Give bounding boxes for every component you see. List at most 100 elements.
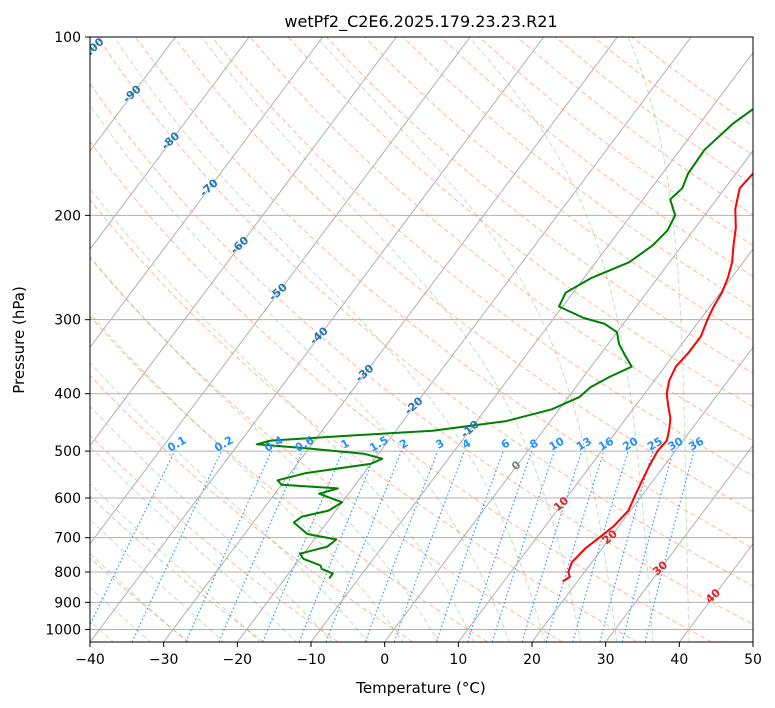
mixing-ratio-line: [364, 450, 439, 642]
mixing-ratio-line: [599, 450, 654, 642]
isotherm-line: [90, 37, 250, 250]
temperature-profile-line: [562, 172, 753, 583]
x-axis-label: Temperature (°C): [355, 679, 485, 697]
y-tick-label: 300: [54, 313, 81, 329]
chart-title: wetPf2_C2E6.2025.179.23.23.R21: [284, 12, 557, 32]
plot-area: 0.1 0.2 0.4 0.6 1 1.5 2 3 4 6 8 10 13 16 20 25 30 36-100-…: [77, 35, 753, 642]
moist-adiabat-label: 40: [703, 586, 723, 606]
y-tick-label: 800: [54, 565, 81, 581]
isotherm-line: [457, 248, 753, 642]
plot-frame: [89, 36, 754, 643]
dry-adiabat-line: [554, 37, 753, 186]
dry-adiabat-line: [90, 198, 638, 642]
x-tick-label: −20: [223, 652, 253, 668]
dry-adiabat-line: [96, 37, 753, 587]
dry-adiabat-line: [325, 37, 753, 374]
dewpoint-profile-line: [255, 107, 753, 579]
moist-adiabat-line: [201, 37, 582, 642]
mixing-ratio-line: [435, 450, 504, 642]
mixing-ratio-line: [393, 450, 465, 642]
dry-adiabat-line: [90, 315, 488, 642]
isotherm-label: -10: [458, 418, 482, 441]
isotherm-label: -30: [353, 362, 377, 385]
isotherm-line: [90, 37, 471, 545]
moist-adiabat-label: 30: [650, 558, 670, 578]
dry-adiabat-line: [478, 37, 753, 246]
moist-adiabat-line: [316, 37, 618, 642]
x-tick-label: 0: [380, 652, 389, 668]
isotherm-line: [384, 150, 753, 642]
isotherm-label: -20: [402, 394, 426, 417]
mixing-ratio-label: 2: [397, 437, 410, 452]
moist-adiabat-line: [90, 361, 369, 642]
x-tick-label: −40: [75, 652, 105, 668]
moist-adiabat-line: [90, 553, 189, 642]
isotherm-label: -70: [197, 176, 221, 199]
isotherm-line: [605, 444, 753, 642]
x-tick-label: 30: [597, 652, 615, 668]
moist-adiabat-label: 10: [551, 494, 571, 514]
overlay-labels: 0.1 0.2 0.4 0.6 1 1.5 2 3 4 6 8 10 13 16 20 25 30 36-100-…: [77, 35, 723, 606]
isotherm-line: [531, 346, 753, 642]
x-tick-label: 10: [449, 652, 467, 668]
mixing-ratio-line: [218, 450, 303, 642]
moist-adiabat-line: [113, 37, 546, 642]
isotherm-line: [752, 641, 753, 642]
moist-adiabat-line: [90, 445, 298, 642]
mixing-ratio-line: [325, 450, 403, 642]
isotherm-label: -80: [159, 129, 183, 152]
isotherm-line: [90, 37, 397, 447]
mixing-ratio-label: 1: [339, 437, 352, 452]
mixing-ratio-line: [298, 450, 378, 642]
x-tick-label: −10: [296, 652, 326, 668]
mixing-ratio-line: [185, 450, 273, 642]
dry-adiabat-line: [440, 37, 753, 277]
mixing-ratio-label: 3: [433, 437, 446, 452]
dry-adiabat-line: [90, 256, 563, 642]
moist-adiabat-line: [627, 37, 690, 642]
y-axis-ticks: 100 200 300 400 500 600 700 800 900 1000: [45, 30, 90, 638]
y-tick-label: 400: [54, 387, 81, 403]
moist-adiabat-line: [90, 312, 404, 642]
dry-adiabat-line: [90, 434, 339, 642]
isotherm-line: [90, 37, 324, 349]
dry-adiabat-line: [90, 82, 753, 626]
isotherm-line: [163, 37, 618, 642]
dry-adiabat-line: [90, 557, 190, 642]
dry-adiabat-line: [173, 37, 753, 513]
isotherm-line: [90, 37, 545, 642]
x-tick-label: 20: [523, 652, 541, 668]
dry-adiabats: [90, 37, 753, 642]
y-tick-label: 700: [54, 531, 81, 547]
mixing-ratio-line: [131, 450, 223, 642]
y-tick-label: 1000: [45, 622, 81, 638]
y-tick-label: 900: [54, 595, 81, 611]
mixing-ratio-line: [466, 450, 533, 642]
y-tick-label: 200: [54, 208, 81, 224]
mixing-ratio-line: [491, 450, 555, 642]
y-tick-label: 100: [54, 30, 81, 46]
x-tick-label: 50: [744, 652, 762, 668]
mixing-ratio-line: [621, 450, 674, 642]
skew-isotherms: [90, 37, 753, 642]
dry-adiabat-line: [90, 140, 712, 642]
x-tick-label: −30: [149, 652, 179, 668]
dry-adiabat-line: [249, 37, 753, 442]
mixing-ratio-label: 6: [499, 436, 512, 451]
x-axis-ticks: −40 −30 −20 −10 0 10 20 30 40 50: [75, 642, 762, 668]
isotherm-line: [90, 37, 176, 152]
moist-adiabat-line: [90, 483, 261, 642]
mixing-ratio-line: [262, 450, 344, 642]
mixing-ratio-lines: [90, 450, 695, 642]
moist-adiabat-line: [90, 518, 225, 642]
moist-adiabat-line: [90, 187, 475, 642]
y-axis-label: Pressure (hPa): [10, 286, 28, 394]
dry-adiabat-line: [364, 37, 753, 341]
mixing-ratio-line: [545, 450, 605, 642]
moist-adiabat-line: [90, 405, 333, 642]
moist-adiabat-line: [90, 255, 440, 642]
isotherm-label: -90: [120, 82, 144, 105]
moist-adiabat-line: [90, 104, 510, 642]
isotherm-label: -100: [77, 35, 106, 63]
